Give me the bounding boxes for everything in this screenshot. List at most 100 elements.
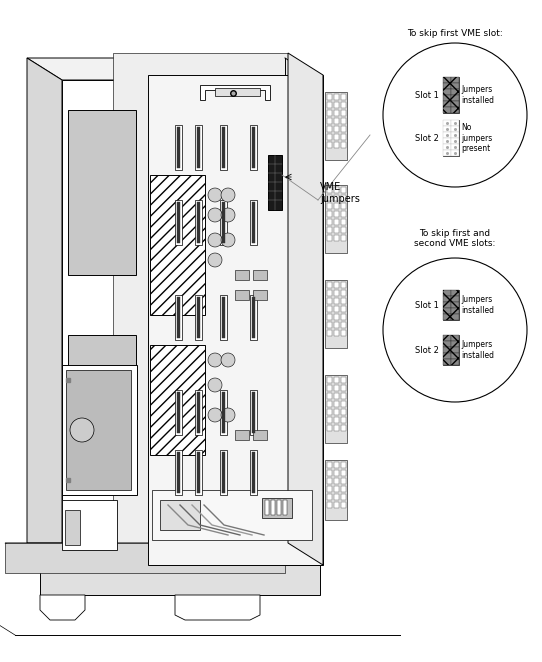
Bar (325, 460, 347, 520)
Circle shape (70, 418, 94, 442)
Bar (341, 227, 346, 233)
Bar (334, 322, 339, 328)
Bar (327, 417, 332, 423)
Bar (327, 94, 332, 100)
Bar (177, 392, 180, 433)
Bar (341, 330, 346, 336)
Bar (341, 401, 346, 407)
Circle shape (221, 408, 235, 422)
Polygon shape (5, 543, 285, 573)
Bar (327, 203, 332, 209)
Bar (327, 282, 332, 288)
Bar (341, 94, 346, 100)
Bar (160, 500, 200, 530)
Bar (451, 359, 459, 365)
Bar (62, 500, 117, 550)
Bar (220, 295, 227, 340)
Bar (451, 335, 459, 341)
Bar (177, 202, 180, 243)
Bar (327, 385, 332, 391)
Bar (341, 377, 346, 383)
Bar (341, 417, 346, 423)
Bar (443, 290, 459, 320)
Bar (451, 95, 459, 101)
Bar (341, 486, 346, 492)
Bar (451, 302, 459, 308)
Bar (327, 219, 332, 225)
Bar (451, 314, 459, 320)
Bar (334, 219, 339, 225)
Bar (327, 290, 332, 296)
Bar (451, 132, 459, 138)
Bar (253, 290, 267, 300)
Bar (443, 353, 451, 359)
Bar (334, 314, 339, 320)
Text: Slot 1: Slot 1 (415, 91, 439, 99)
Bar (327, 377, 332, 383)
Bar (62, 80, 320, 565)
Bar (252, 202, 255, 243)
Bar (443, 95, 451, 101)
Bar (177, 297, 180, 338)
Text: Slot 2: Slot 2 (415, 134, 439, 142)
Bar (334, 134, 339, 140)
Bar (262, 498, 292, 518)
Circle shape (208, 253, 222, 267)
Bar (443, 341, 451, 347)
Circle shape (208, 188, 222, 202)
Bar (334, 235, 339, 241)
Bar (341, 134, 346, 140)
Bar (334, 227, 339, 233)
Bar (341, 195, 346, 201)
Bar (195, 200, 202, 245)
Bar (197, 202, 200, 243)
Bar (334, 203, 339, 209)
Bar (334, 102, 339, 108)
Bar (327, 462, 332, 468)
Circle shape (208, 353, 222, 367)
Bar (334, 195, 339, 201)
Bar (177, 127, 180, 168)
Bar (451, 77, 459, 83)
Bar (327, 470, 332, 476)
Bar (334, 187, 339, 193)
Bar (443, 144, 451, 150)
Bar (327, 322, 332, 328)
Bar (197, 452, 200, 493)
Bar (443, 132, 451, 138)
Bar (253, 270, 267, 280)
Bar (327, 134, 332, 140)
Bar (451, 107, 459, 113)
Bar (327, 425, 332, 431)
Bar (341, 385, 346, 391)
Bar (334, 118, 339, 124)
Bar (443, 359, 451, 365)
Bar (334, 401, 339, 407)
Bar (341, 298, 346, 304)
Bar (443, 308, 451, 314)
Bar (327, 478, 332, 484)
Bar (334, 486, 339, 492)
Bar (341, 322, 346, 328)
Bar (253, 430, 267, 440)
Bar (265, 500, 269, 515)
Bar (327, 235, 332, 241)
Bar (195, 125, 202, 170)
Bar (334, 409, 339, 415)
Bar (451, 138, 459, 144)
Bar (175, 450, 182, 495)
Bar (325, 185, 347, 253)
Bar (327, 486, 332, 492)
Bar (334, 211, 339, 217)
Bar (222, 297, 225, 338)
Bar (175, 200, 182, 245)
Bar (327, 142, 332, 148)
Bar (341, 219, 346, 225)
Bar (451, 150, 459, 156)
Bar (334, 110, 339, 116)
Bar (197, 297, 200, 338)
Bar (341, 142, 346, 148)
Bar (443, 138, 451, 144)
Bar (341, 494, 346, 500)
Bar (341, 425, 346, 431)
